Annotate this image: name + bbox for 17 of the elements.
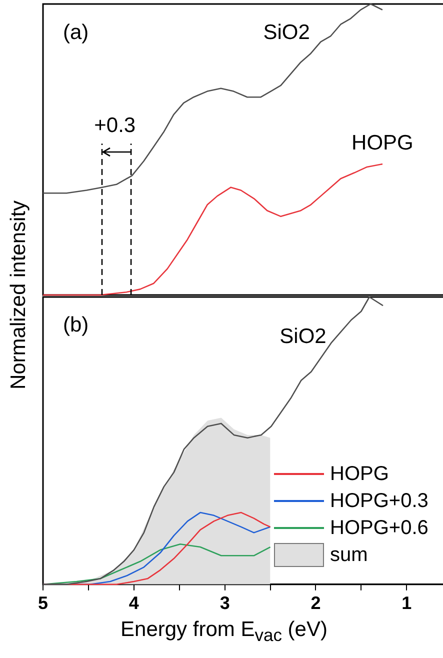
x-tick-label: 5 (38, 593, 48, 614)
x-tick-label: 4 (128, 593, 139, 614)
legend-label: sum (330, 544, 368, 567)
legend-label: HOPG (330, 462, 389, 486)
x-tick-label: 2 (310, 593, 321, 614)
x-tick-label: 1 (402, 593, 412, 614)
x-tick-label: 3 (220, 593, 230, 614)
x-axis-title: Energy from E$_{vac}$ (eV) (120, 618, 328, 646)
y-axis-title: Normalized intensity (7, 200, 31, 390)
annotation: SiO2 (280, 325, 326, 348)
annotation: HOPG (352, 131, 414, 154)
annotation: (a) (62, 20, 89, 44)
annotation: (b) (63, 314, 89, 337)
legend-label: HOPG+0.3 (330, 490, 428, 513)
annotation: SiO2 (263, 20, 310, 44)
legend-label: HOPG+0.6 (330, 516, 428, 540)
annotation: +0.3 (94, 114, 136, 138)
